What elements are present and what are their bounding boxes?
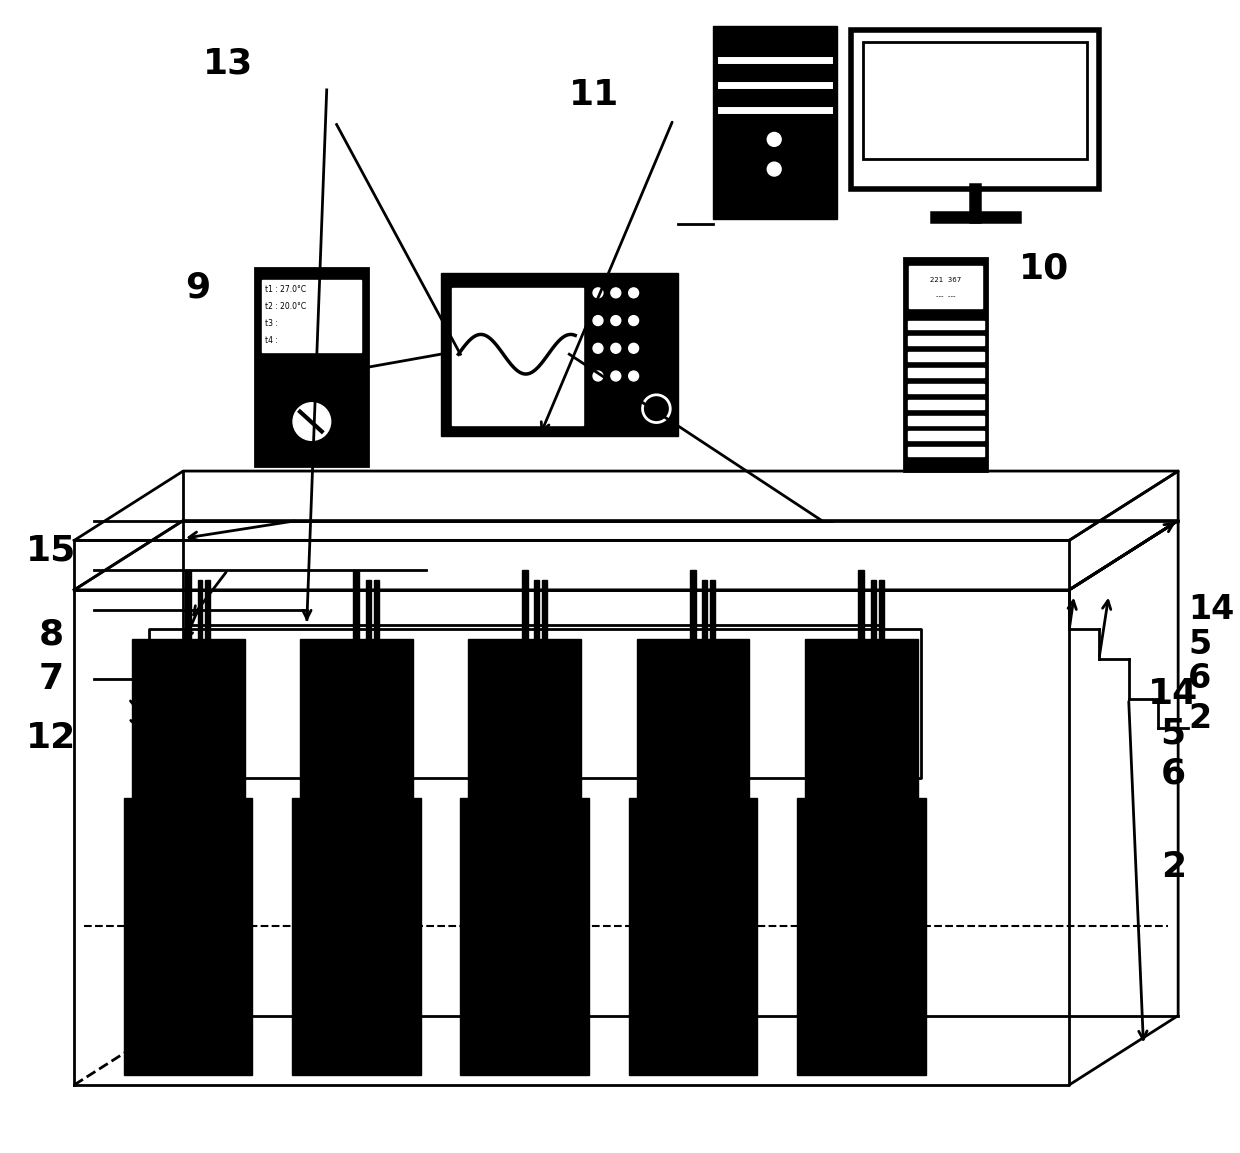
Polygon shape — [469, 640, 582, 798]
Polygon shape — [904, 258, 987, 472]
Text: t1 : 27.0°C: t1 : 27.0°C — [265, 286, 306, 294]
Circle shape — [593, 344, 603, 353]
Bar — [908, 431, 985, 440]
Polygon shape — [263, 280, 361, 353]
Text: 14: 14 — [1148, 677, 1198, 710]
Text: ---  ---: --- --- — [936, 293, 955, 299]
Polygon shape — [713, 25, 837, 219]
Polygon shape — [185, 570, 191, 798]
Polygon shape — [858, 570, 864, 798]
Circle shape — [593, 316, 603, 325]
Bar — [908, 400, 985, 408]
Polygon shape — [453, 288, 583, 424]
Circle shape — [629, 288, 639, 297]
Text: 11: 11 — [569, 78, 619, 112]
Polygon shape — [124, 798, 253, 1075]
Polygon shape — [460, 798, 589, 1075]
Text: t2 : 20.0°C: t2 : 20.0°C — [265, 302, 306, 311]
Polygon shape — [877, 753, 887, 768]
Text: 6: 6 — [1188, 663, 1211, 695]
Polygon shape — [255, 269, 368, 466]
Polygon shape — [203, 753, 213, 768]
Polygon shape — [863, 43, 1087, 159]
Circle shape — [611, 288, 621, 297]
Text: 15: 15 — [26, 534, 77, 567]
Polygon shape — [629, 798, 758, 1075]
Polygon shape — [197, 580, 202, 798]
Polygon shape — [517, 699, 533, 718]
Circle shape — [293, 402, 331, 440]
Polygon shape — [348, 699, 365, 718]
Bar — [908, 368, 985, 377]
Text: 5: 5 — [1188, 628, 1211, 661]
Text: 2: 2 — [1161, 850, 1185, 884]
Polygon shape — [371, 753, 381, 768]
Text: 13: 13 — [202, 46, 253, 81]
Polygon shape — [131, 640, 244, 798]
Polygon shape — [689, 570, 696, 798]
Text: 9: 9 — [186, 271, 211, 304]
Polygon shape — [805, 640, 918, 798]
Polygon shape — [300, 640, 413, 798]
Polygon shape — [373, 580, 378, 798]
Polygon shape — [870, 580, 875, 798]
Polygon shape — [702, 580, 707, 798]
Polygon shape — [532, 753, 542, 768]
Text: 221  367: 221 367 — [930, 277, 961, 282]
Polygon shape — [708, 753, 718, 768]
Polygon shape — [363, 753, 373, 768]
Polygon shape — [852, 30, 1099, 189]
Circle shape — [593, 288, 603, 297]
Polygon shape — [293, 798, 420, 1075]
Circle shape — [611, 371, 621, 380]
Polygon shape — [853, 699, 869, 718]
Polygon shape — [797, 798, 926, 1075]
Polygon shape — [686, 699, 701, 718]
Circle shape — [593, 371, 603, 380]
Polygon shape — [366, 580, 371, 798]
Circle shape — [629, 316, 639, 325]
Bar — [908, 337, 985, 346]
Bar — [908, 415, 985, 424]
Text: 2: 2 — [1188, 702, 1211, 736]
Polygon shape — [711, 580, 715, 798]
Bar — [908, 384, 985, 393]
Polygon shape — [636, 640, 749, 798]
Text: 7: 7 — [38, 662, 64, 696]
Polygon shape — [522, 570, 528, 798]
Text: 5: 5 — [1161, 716, 1185, 751]
Polygon shape — [699, 753, 709, 768]
Polygon shape — [180, 699, 196, 718]
Circle shape — [768, 133, 781, 146]
Polygon shape — [534, 580, 539, 798]
Text: 14: 14 — [1188, 593, 1234, 626]
Polygon shape — [353, 570, 360, 798]
Text: t4 :: t4 : — [265, 336, 278, 345]
Polygon shape — [879, 580, 884, 798]
Circle shape — [611, 316, 621, 325]
Polygon shape — [539, 753, 549, 768]
Circle shape — [286, 395, 337, 447]
Polygon shape — [542, 580, 547, 798]
Circle shape — [768, 163, 781, 176]
Polygon shape — [909, 266, 982, 308]
Text: 10: 10 — [1019, 251, 1070, 285]
Polygon shape — [206, 580, 211, 798]
Bar — [908, 353, 985, 361]
Circle shape — [611, 344, 621, 353]
Polygon shape — [868, 753, 878, 768]
Circle shape — [629, 344, 639, 353]
Polygon shape — [440, 273, 678, 436]
Bar — [908, 321, 985, 330]
Circle shape — [629, 371, 639, 380]
Text: 8: 8 — [38, 617, 64, 651]
Text: 6: 6 — [1161, 756, 1185, 790]
Circle shape — [642, 394, 671, 422]
Text: t3 :: t3 : — [265, 319, 278, 329]
Text: 12: 12 — [26, 722, 77, 755]
Bar — [908, 447, 985, 457]
Polygon shape — [195, 753, 205, 768]
